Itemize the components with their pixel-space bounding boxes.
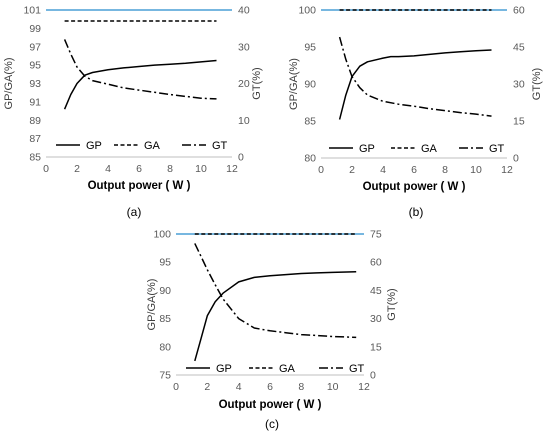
x-axis-label: Output power ( W ): [88, 180, 191, 192]
x-tick-label: 8: [298, 381, 304, 393]
y2-tick-label: 60: [513, 5, 525, 17]
y2-tick-label: 0: [238, 152, 244, 164]
y-tick-label: 80: [159, 341, 171, 353]
legend-label-gt: GT: [489, 143, 505, 155]
y-tick-label: 90: [159, 285, 171, 297]
y-tick-label: 85: [159, 313, 171, 325]
y2-tick-label: 75: [370, 229, 382, 241]
y2-tick-label: 10: [238, 115, 250, 127]
y-tick-label: 99: [29, 23, 41, 35]
y2-axis-label: GT(%): [531, 68, 543, 100]
x-tick-label: 12: [358, 381, 370, 393]
legend-label-gt: GT: [349, 363, 365, 375]
series-line-gp: [338, 49, 492, 120]
y2-tick-label: 45: [370, 285, 382, 297]
legend-label-ga: GA: [421, 143, 438, 155]
y-tick-label: 85: [29, 152, 41, 164]
series-line-gt: [194, 243, 357, 339]
x-tick-label: 6: [267, 381, 273, 393]
y-tick-label: 80: [304, 153, 316, 165]
x-tick-label: 10: [195, 163, 207, 175]
x-tick-label: 8: [167, 163, 173, 175]
y2-tick-label: 40: [238, 5, 250, 17]
y-axis-label: GP/GA(%): [146, 279, 158, 331]
y2-tick-label: 30: [238, 41, 250, 53]
chart-panel: 0 2 4 6 8 10 12 75 80 85 90 95 100 0 15 30 45 60 75 GP/GA(%…: [146, 229, 398, 432]
y-tick-label: 101: [23, 5, 41, 17]
x-tick-label: 8: [442, 164, 448, 176]
legend-label-gp: GP: [86, 140, 102, 152]
y2-tick-label: 20: [238, 78, 250, 90]
y2-tick-label: 60: [370, 257, 382, 269]
legend-label-gt: GT: [212, 140, 228, 152]
y-tick-label: 90: [304, 79, 316, 91]
x-tick-label: 6: [136, 163, 142, 175]
x-axis-label: Output power ( W ): [219, 399, 322, 411]
y-tick-label: 85: [304, 116, 316, 128]
y2-tick-label: 45: [513, 42, 525, 54]
y-tick-label: 87: [29, 133, 41, 145]
x-tick-label: 0: [173, 381, 179, 393]
y-tick-label: 100: [298, 5, 316, 17]
y-tick-label: 93: [29, 78, 41, 90]
x-tick-label: 12: [226, 163, 238, 175]
series-line-gp: [194, 271, 357, 362]
y2-tick-label: 30: [513, 79, 525, 91]
y2-axis-label: GT(%): [251, 67, 263, 99]
y2-tick-label: 30: [370, 313, 382, 325]
chart-panel: 0 2 4 6 8 10 128587899193959799101010203040GP/…: [3, 5, 263, 220]
legend-label-gp: GP: [216, 363, 232, 375]
x-tick-label: 0: [43, 163, 49, 175]
y2-axis-label: GT(%): [386, 288, 398, 320]
y-axis-label: GP/GA(%): [3, 58, 15, 110]
legend-label-ga: GA: [279, 363, 296, 375]
y-tick-label: 100: [153, 229, 171, 241]
legend-label-ga: GA: [144, 140, 161, 152]
y2-tick-label: 15: [370, 341, 382, 353]
panel-caption: (a): [127, 205, 142, 219]
y-tick-label: 75: [159, 370, 171, 382]
x-tick-label: 10: [470, 164, 482, 176]
x-tick-label: 0: [318, 164, 324, 176]
series-line-gt: [63, 39, 217, 100]
panel-caption: (c): [265, 417, 279, 431]
x-tick-label: 10: [327, 381, 339, 393]
x-tick-label: 6: [411, 164, 417, 176]
panel-caption: (b): [409, 205, 424, 219]
y-axis-label: GP/GA(%): [288, 58, 300, 110]
y2-tick-label: 0: [370, 370, 376, 382]
y-tick-label: 91: [29, 96, 41, 108]
y-tick-label: 97: [29, 41, 41, 53]
y-tick-label: 95: [304, 42, 316, 54]
y2-tick-label: 0: [513, 153, 519, 165]
legend-label-gp: GP: [359, 143, 375, 155]
x-axis-label: Output power ( W ): [363, 181, 466, 193]
x-tick-label: 4: [380, 164, 386, 176]
y-tick-label: 95: [159, 257, 171, 269]
y2-tick-label: 15: [513, 116, 525, 128]
x-tick-label: 4: [236, 381, 242, 393]
x-tick-label: 2: [204, 381, 210, 393]
series-line-gt: [338, 36, 492, 117]
series-line-gp: [63, 59, 217, 110]
y-tick-label: 95: [29, 60, 41, 72]
x-tick-label: 4: [105, 163, 111, 175]
x-tick-label: 2: [349, 164, 355, 176]
y-tick-label: 89: [29, 115, 41, 127]
x-tick-label: 2: [74, 163, 80, 175]
x-tick-label: 12: [501, 164, 513, 176]
